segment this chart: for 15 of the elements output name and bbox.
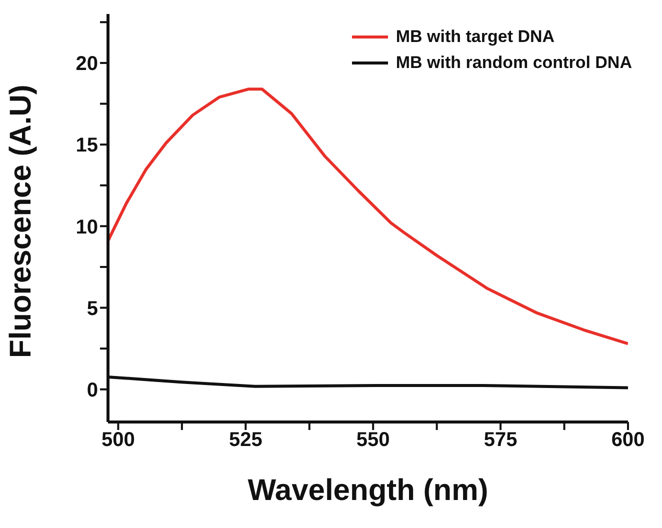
x-tick-label: 550 [356, 429, 390, 452]
x-tick-label: 600 [611, 429, 645, 452]
y-tick-label: 0 [86, 379, 98, 402]
y-tick-label: 15 [76, 134, 98, 157]
y-tick-label: 10 [76, 216, 98, 238]
x-tick-label: 500 [102, 429, 135, 452]
x-tick-label: 575 [484, 429, 518, 452]
y-tick-label: 20 [76, 53, 98, 76]
legend-label: MB with target DNA [396, 26, 555, 48]
y-axis-title: Fluorescence (A.U) [4, 84, 38, 358]
legend-label: MB with random control DNA [396, 52, 632, 74]
line-series [108, 88, 628, 346]
x-axis-title: Wavelength (nm) [248, 474, 488, 507]
y-tick-label: 5 [86, 298, 98, 320]
x-tick-label: 525 [228, 429, 262, 452]
